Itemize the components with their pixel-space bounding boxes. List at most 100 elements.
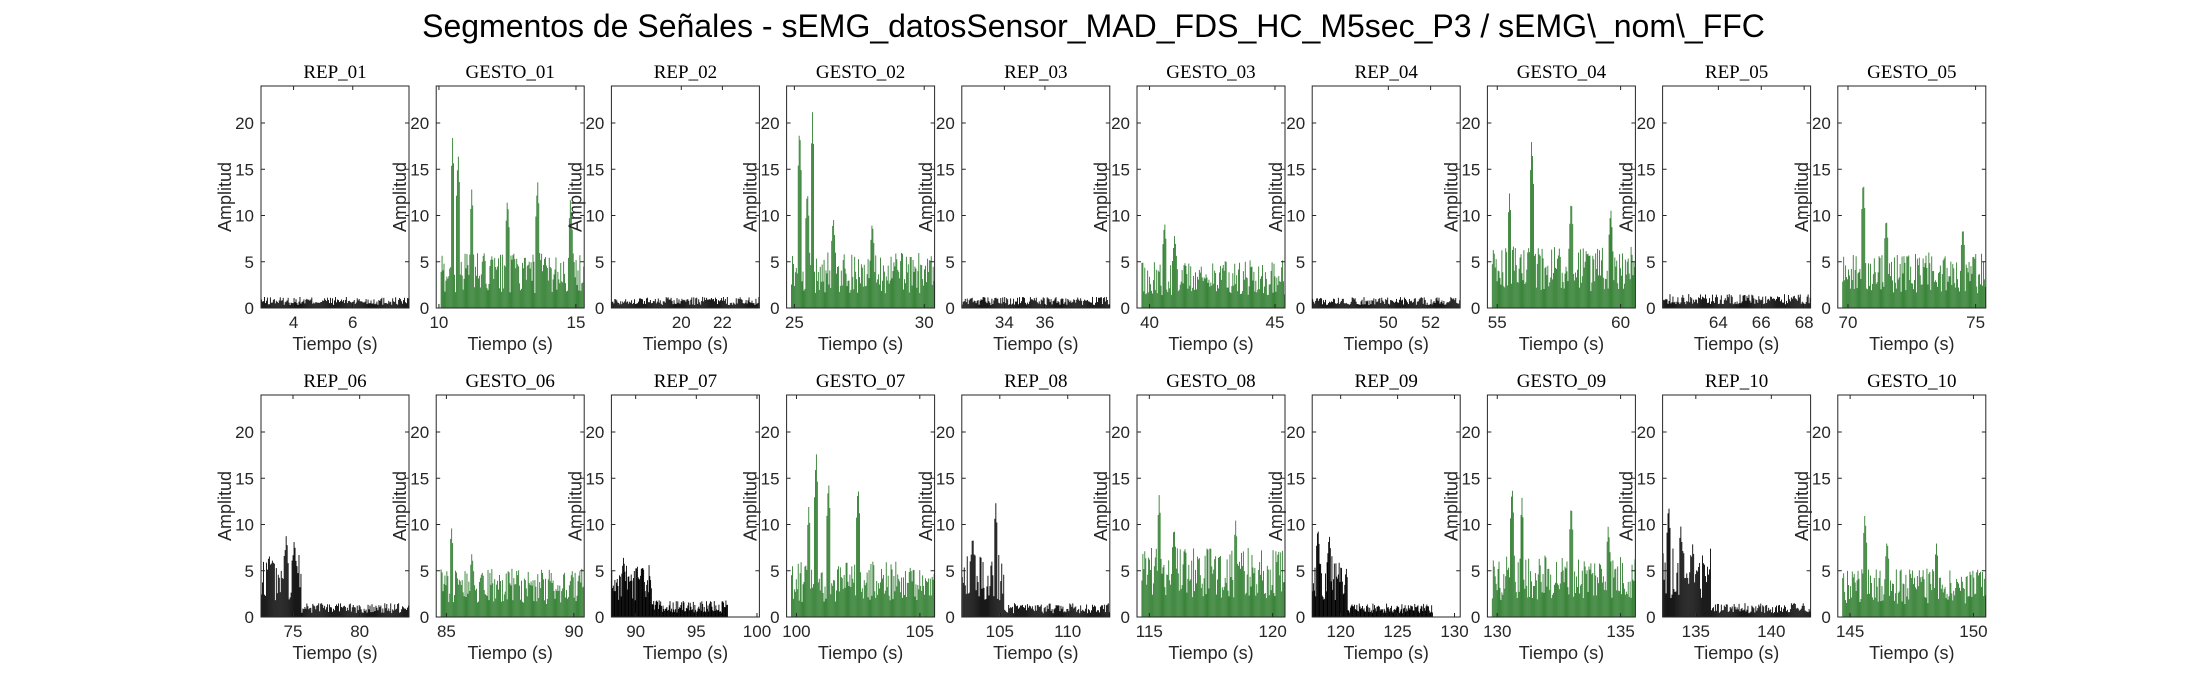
signal-bar — [873, 243, 875, 308]
signal-bar — [711, 606, 713, 617]
signal-bar — [1283, 281, 1285, 308]
signal-bar — [1504, 588, 1506, 617]
signal-bar — [656, 600, 658, 617]
signal-bar — [840, 270, 842, 308]
x-tick-label: 90 — [626, 622, 645, 641]
signal-bar — [293, 297, 295, 308]
signal-bar — [1405, 300, 1407, 308]
signal-bar — [703, 606, 705, 617]
signal-bar — [481, 261, 483, 308]
signal-bar — [363, 302, 365, 308]
signal-bar — [1515, 265, 1517, 308]
signal-bar — [875, 597, 877, 617]
signal-bar — [1719, 611, 1721, 617]
signal-bar — [302, 301, 304, 308]
signal-bar — [1098, 297, 1100, 308]
signal-bar — [1527, 252, 1529, 308]
signal-bar — [664, 608, 666, 617]
signal-bar — [1874, 272, 1876, 308]
signal-bar — [507, 209, 509, 308]
signal-bar — [1147, 270, 1149, 308]
signal-bar — [1395, 608, 1397, 617]
signal-bar — [276, 301, 278, 308]
signal-bar — [1273, 593, 1275, 617]
signal-bar — [1560, 571, 1562, 617]
signal-bar — [1795, 299, 1797, 308]
signal-bar — [301, 302, 303, 308]
signal-bar — [1892, 292, 1894, 308]
signal-bar — [316, 605, 318, 617]
signal-bar — [1223, 270, 1225, 308]
signal-bar — [1052, 613, 1054, 617]
signal-bar — [802, 271, 804, 308]
signal-bar — [712, 610, 714, 617]
signal-bar — [1951, 593, 1953, 617]
signal-bar — [407, 298, 408, 308]
signal-bar — [1347, 610, 1349, 617]
signal-bar — [634, 299, 636, 308]
signal-bar — [1908, 599, 1910, 617]
signal-bar — [797, 165, 799, 308]
signal-bar — [1000, 581, 1002, 617]
y-tick-label: 5 — [595, 562, 604, 581]
signal-bar — [368, 303, 370, 308]
signal-bar — [1746, 609, 1748, 617]
signal-bar — [543, 264, 544, 308]
signal-bar — [864, 286, 866, 308]
signal-bar — [1236, 275, 1238, 308]
signal-bar — [1511, 283, 1512, 308]
signal-bar — [1023, 297, 1024, 308]
signal-bar — [1792, 296, 1794, 308]
signal-bar — [1722, 610, 1724, 617]
signal-bar — [1863, 532, 1865, 617]
signal-bar — [513, 253, 515, 308]
y-tick-label: 5 — [945, 562, 954, 581]
signal-bar — [302, 608, 304, 617]
signal-bar — [633, 302, 635, 308]
signal-bar — [1424, 610, 1426, 617]
signal-bar — [1230, 293, 1232, 308]
signal-bar — [324, 605, 326, 617]
signal-bar — [1778, 297, 1779, 308]
signal-bar — [641, 298, 642, 308]
signal-bar — [1171, 573, 1173, 617]
signal-bar — [702, 603, 704, 617]
signal-bar — [1014, 304, 1016, 308]
signal-bar — [1495, 583, 1497, 617]
signal-bar — [894, 591, 896, 617]
signal-bar — [815, 292, 816, 308]
signal-bar — [1042, 613, 1044, 617]
signal-bar — [1779, 297, 1780, 308]
signal-bar — [1077, 609, 1079, 617]
signal-bar — [1894, 593, 1896, 617]
signal-bar — [1720, 604, 1722, 617]
signal-bar — [1679, 537, 1681, 617]
signal-bar — [1593, 259, 1595, 308]
subplot-title: GESTO_05 — [1867, 62, 1956, 83]
signal-bar — [725, 600, 727, 617]
signal-bar — [1684, 578, 1686, 617]
signal-bar — [559, 283, 561, 308]
signal-bar — [1957, 581, 1959, 617]
signal-bar — [874, 271, 876, 308]
signal-bar — [1549, 282, 1551, 308]
signal-bar — [1422, 611, 1424, 617]
signal-bar — [914, 596, 916, 617]
signal-bar — [975, 303, 977, 308]
signal-bar — [1227, 590, 1229, 617]
signal-bar — [1933, 571, 1935, 617]
signal-bar — [443, 263, 445, 308]
signal-bar — [1386, 300, 1388, 308]
y-tick-label: 5 — [1121, 253, 1130, 272]
signal-bar — [1942, 592, 1944, 617]
signal-bar — [549, 581, 551, 617]
signal-bar — [1335, 303, 1337, 308]
signal-bar — [856, 279, 858, 308]
signal-bar — [393, 301, 395, 308]
signal-bar — [812, 112, 814, 309]
signal-bar — [1203, 277, 1205, 308]
signal-bar — [1735, 303, 1737, 308]
signal-bar — [572, 253, 574, 308]
signal-bar — [1363, 608, 1365, 617]
signal-bar — [1729, 303, 1731, 308]
